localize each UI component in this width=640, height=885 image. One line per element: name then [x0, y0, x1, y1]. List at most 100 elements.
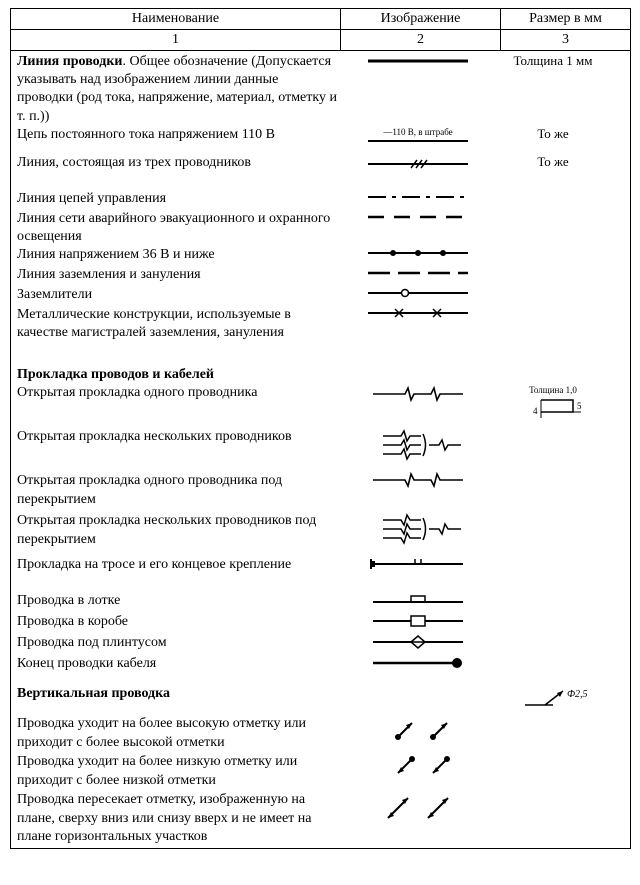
subheader-2: 2: [341, 30, 501, 51]
row-size: Толщина 1,0 4 5: [493, 384, 613, 428]
header-image: Изображение: [341, 9, 501, 30]
header-row: Наименование Изображение Размер в мм: [11, 9, 631, 30]
row-name: Линия, состоящая из трех проводников: [17, 154, 343, 172]
plinth-icon: [353, 634, 483, 650]
row-name: Линия сети аварийного эвакуационного и о…: [17, 210, 343, 246]
row-name: Открытая прокладка одного проводника под…: [17, 472, 343, 508]
table-row: Металлические конструкции, используемые …: [17, 306, 624, 360]
row-name: Открытая прокладка одного проводника: [17, 384, 343, 402]
body-row: Линия проводки. Общее обозначение (Допус…: [11, 51, 631, 849]
open-multi-icon: [353, 428, 483, 462]
dim-icon: Толщина 1,0 4 5: [513, 384, 593, 424]
row-symbol: [343, 472, 493, 495]
row-symbol: [343, 210, 493, 229]
header-name: Наименование: [11, 9, 341, 30]
table-row: Открытая прокладка нескольких проводни­к…: [17, 512, 624, 556]
row-name: Проводка уходит на более низкую отметку …: [17, 753, 343, 789]
subheader-row: 1 2 3: [11, 30, 631, 51]
row-symbol: [343, 592, 493, 613]
table-row: Конец проводки кабеля: [17, 655, 624, 679]
row-name: Металлические конструкции, используемые …: [17, 306, 343, 342]
dash-dot-icon: [353, 190, 483, 204]
row-symbol: [343, 246, 493, 265]
row-name: Открытая прокладка нескольких проводни­к…: [17, 428, 343, 446]
arrow-up-icon: [353, 715, 483, 745]
row-name: Проводка под плинтусом: [17, 634, 343, 652]
row-symbol: [343, 791, 493, 830]
line-circle-icon: [353, 286, 483, 300]
table-row: Заземлители: [17, 286, 624, 306]
section-heading: Прокладка проводов и кабелей: [17, 366, 343, 384]
row-symbol: [343, 655, 493, 676]
row-symbol: [343, 53, 493, 74]
table-row: Линия заземления и зануления: [17, 266, 624, 286]
row-symbol: [343, 634, 493, 655]
row-size: Толщина 1 мм: [493, 53, 613, 69]
row-title: Линия проводки: [17, 54, 123, 69]
row-symbol: [343, 428, 493, 467]
table-row: Проводка в коробе: [17, 613, 624, 634]
box-icon: [353, 613, 483, 629]
table-row: Линия напряжением 36 В и ниже: [17, 246, 624, 266]
table-row: Открытая прокладка нескольких проводни­к…: [17, 428, 624, 472]
dash-icon: [353, 210, 483, 224]
subheader-1: 1: [11, 30, 341, 51]
row-size: То же: [493, 154, 613, 170]
ceiling-multi-icon: [353, 512, 483, 546]
line-icon: [353, 53, 483, 69]
row-name: Проводка в коробе: [17, 613, 343, 631]
svg-text:5: 5: [577, 401, 582, 411]
three-wire-icon: [353, 154, 483, 172]
header-size: Размер в мм: [501, 9, 631, 30]
table-row: Проводка в лотке: [17, 592, 624, 613]
row-symbol: [343, 266, 493, 285]
row-symbol: [343, 190, 493, 209]
cable-end-icon: [353, 655, 483, 671]
table-row: Прокладка на тросе и его концевое крепле…: [17, 556, 624, 592]
row-symbol: [343, 613, 493, 634]
table-row: Проводка уходит на более высокую отметку…: [17, 715, 624, 753]
row-symbol: [343, 384, 493, 407]
table-row: Линия сети аварийного эвакуационного и о…: [17, 210, 624, 246]
table-row: Проводка уходит на более низкую отметку …: [17, 753, 624, 791]
ceiling-single-icon: [353, 472, 483, 490]
table-row: Открытая прокладка одного проводника Тол…: [17, 384, 624, 428]
svg-text:4: 4: [533, 406, 538, 416]
dim-label: Ф2,5: [567, 689, 588, 700]
arrow-both-icon: [353, 791, 483, 825]
row-name: Проводка в лотке: [17, 592, 343, 610]
row-symbol: [343, 306, 493, 325]
row-name: Проводка пересекает отметку, изображен­н…: [17, 791, 343, 846]
label-text: —110 В, в штрабе: [382, 127, 452, 137]
row-symbol: [343, 715, 493, 750]
subheader-3: 3: [501, 30, 631, 51]
cable-hanger-icon: [353, 556, 483, 572]
dim-arrow-icon: Ф2,5: [513, 685, 593, 711]
row-name: Конец проводки кабеля: [17, 655, 343, 673]
row-size: То же: [493, 126, 613, 142]
table-row: Линия, состоящая из трех проводников То …: [17, 154, 624, 190]
row-name: Линия заземления и зануления: [17, 266, 343, 284]
row-name: Линия проводки. Общее обозначение (Допус…: [17, 53, 343, 126]
table-row: Линия цепей управления: [17, 190, 624, 210]
table-row: Цепь постоянного тока напряжением 110 В …: [17, 126, 624, 154]
row-symbol: [343, 512, 493, 551]
row-name: Открытая прокладка нескольких проводни­к…: [17, 512, 343, 548]
open-single-icon: [353, 384, 483, 402]
row-name: Линия напряжением 36 В и ниже: [17, 246, 343, 264]
section-heading-row: Прокладка проводов и кабелей: [17, 366, 624, 384]
row-name: Проводка уходит на более высокую отметку…: [17, 715, 343, 751]
row-name: Цепь постоянного тока напряжением 110 В: [17, 126, 343, 144]
line-label-icon: —110 В, в штрабе: [353, 126, 483, 148]
row-symbol: [343, 154, 493, 177]
dim-label: Толщина 1,0: [529, 385, 577, 395]
row-symbol: [343, 556, 493, 577]
row-name: Линия цепей управления: [17, 190, 343, 208]
row-symbol: —110 В, в штрабе: [343, 126, 493, 153]
table-row: Линия проводки. Общее обозначение (Допус…: [17, 53, 624, 126]
arrow-down-icon: [353, 753, 483, 783]
section-heading: Вертикальная проводка: [17, 685, 343, 703]
table-row: Проводка пересекает отметку, изображен­н…: [17, 791, 624, 846]
symbols-table: Наименование Изображение Размер в мм 1 2…: [10, 8, 631, 849]
dash-dots-icon: [353, 246, 483, 260]
